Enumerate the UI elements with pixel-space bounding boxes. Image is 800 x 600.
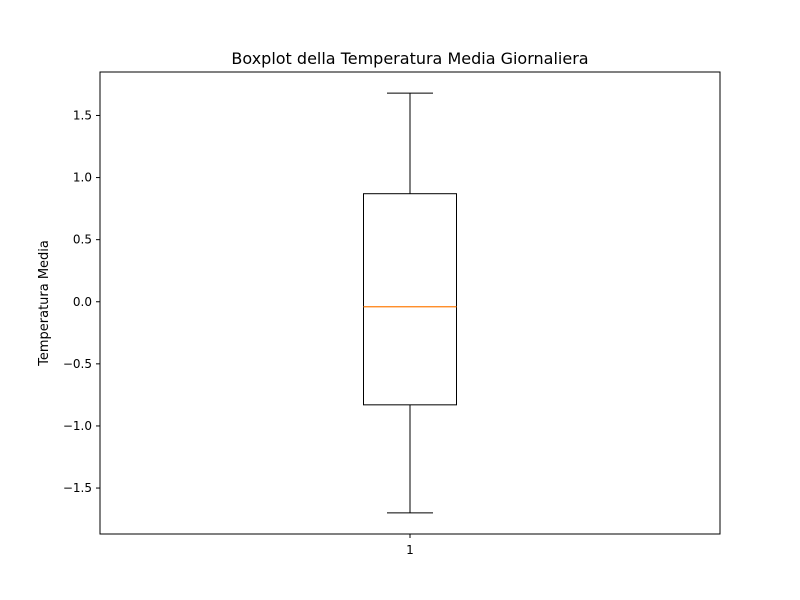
x-axis-ticks: 1 <box>406 534 414 557</box>
box-series <box>363 92 457 514</box>
y-tick-label: 0.0 <box>73 295 92 309</box>
y-tick-label: 0.5 <box>73 233 92 247</box>
chart-title: Boxplot della Temperatura Media Giornali… <box>231 49 588 68</box>
y-axis-label: Temperatura Media <box>37 240 52 367</box>
y-tick-label: −1.5 <box>63 481 92 495</box>
y-tick-label: 1.5 <box>73 108 92 122</box>
y-tick-label: −1.0 <box>63 419 92 433</box>
x-tick-label: 1 <box>406 543 414 557</box>
y-axis-ticks: −1.5 −1.0 −0.5 0.0 0.5 1.0 1.5 <box>63 108 100 495</box>
y-tick-label: −0.5 <box>63 357 92 371</box>
y-tick-label: 1.0 <box>73 171 92 185</box>
iqr-box <box>363 193 457 406</box>
